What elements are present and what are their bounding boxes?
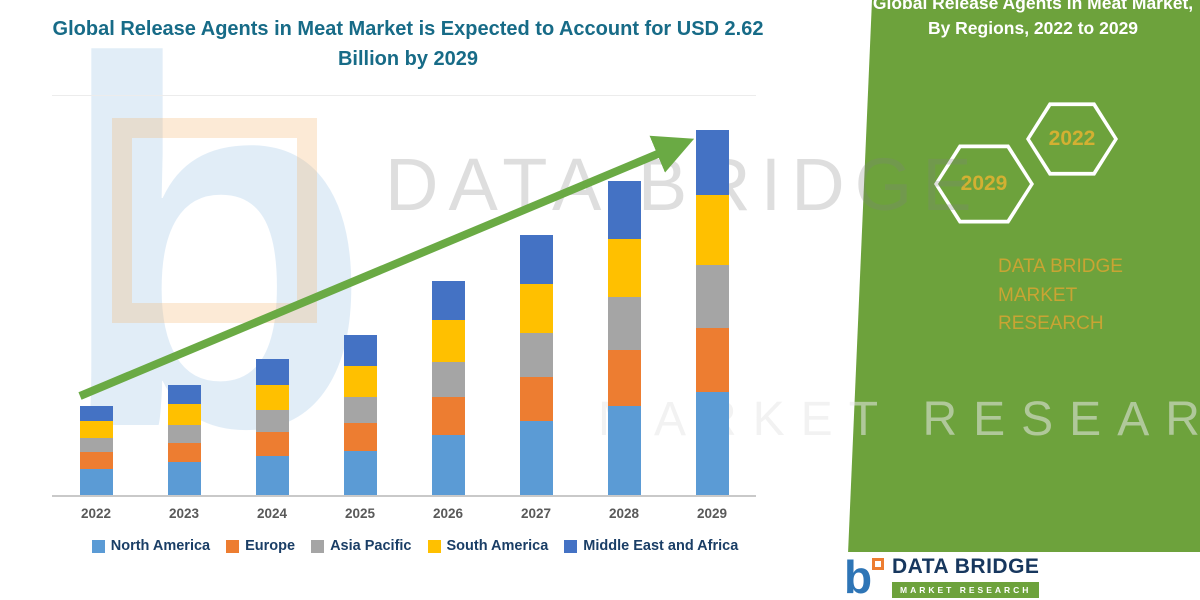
- right-info-panel: Global Release Agents in Meat Market, By…: [846, 0, 1200, 600]
- bar-segment-north-america: [431, 435, 465, 495]
- bar-segment-middle-east-and-africa: [79, 406, 113, 421]
- brand-line-1: DATA BRIDGE MARKET: [998, 256, 1123, 306]
- bar-segment-asia-pacific: [431, 362, 465, 397]
- bar-segment-asia-pacific: [607, 297, 641, 350]
- bar-segment-europe: [695, 328, 729, 392]
- bar-segment-south-america: [695, 195, 729, 265]
- x-axis-label-2024: 2024: [256, 506, 288, 521]
- brand-name-text: DATA BRIDGE MARKET RESEARCH: [998, 253, 1198, 339]
- bar-segment-asia-pacific: [79, 438, 113, 452]
- data-bridge-logo-icon: b: [844, 551, 884, 600]
- brand-line-2: RESEARCH: [998, 313, 1104, 334]
- stacked-bar-2024: [255, 359, 289, 495]
- x-axis-label-2029: 2029: [696, 506, 728, 521]
- bar-segment-middle-east-and-africa: [607, 181, 641, 239]
- bar-segment-asia-pacific: [695, 265, 729, 328]
- hexagon-year-badge: 2029: [934, 144, 1034, 224]
- bar-segment-europe: [255, 432, 289, 456]
- bar-segment-north-america: [79, 469, 113, 495]
- logo-accent-square: [872, 558, 884, 570]
- footer-logo: b DATA BRIDGE MARKET RESEARCH: [828, 552, 1200, 600]
- bar-segment-north-america: [255, 456, 289, 495]
- bar-segment-asia-pacific: [255, 410, 289, 432]
- bar-segment-south-america: [519, 284, 553, 333]
- legend-item-asia-pacific: Asia Pacific: [311, 538, 412, 554]
- stacked-bar-2022: [79, 406, 113, 495]
- bar-segment-europe: [431, 397, 465, 435]
- legend-label: South America: [446, 538, 549, 554]
- bar-segment-asia-pacific: [167, 425, 201, 443]
- logo-letter: b: [844, 551, 873, 600]
- legend-swatch: [564, 539, 578, 553]
- hexagon-year-label: 2022: [1048, 127, 1096, 150]
- legend-label: North America: [110, 538, 211, 554]
- x-axis-label-2028: 2028: [608, 506, 640, 521]
- bar-segment-south-america: [343, 366, 377, 397]
- bar-segment-middle-east-and-africa: [695, 130, 729, 195]
- plot-area: 2022 2023 2024 2025 2026 2027 2028 2029: [52, 95, 756, 521]
- footer-logo-text: DATA BRIDGE MARKET RESEARCH: [892, 554, 1040, 599]
- stacked-bar-2025: [343, 335, 377, 495]
- panel-title: Global Release Agents in Meat Market, By…: [872, 0, 1194, 39]
- legend-swatch: [427, 539, 441, 553]
- hexagon-year-badge: 2022: [1026, 102, 1118, 176]
- bar-segment-north-america: [607, 406, 641, 495]
- stacked-bar-2026: [431, 281, 465, 495]
- bar-segment-south-america: [79, 421, 113, 438]
- legend-swatch: [226, 539, 240, 553]
- hexagon-year-label: 2029: [960, 172, 1008, 195]
- stacked-bar-2023: [167, 385, 201, 495]
- bar-segment-europe: [607, 350, 641, 406]
- bar-segment-south-america: [255, 385, 289, 410]
- x-axis-label-2025: 2025: [344, 506, 376, 521]
- bar-segment-north-america: [695, 392, 729, 495]
- chart-legend: North America Europe Asia Pacific South Ame…: [20, 538, 810, 554]
- legend-item-north-america: North America: [91, 538, 211, 554]
- bar-segment-europe: [79, 452, 113, 469]
- footer-brand-name: DATA BRIDGE: [892, 555, 1040, 578]
- bar-segment-europe: [167, 443, 201, 462]
- legend-label: Middle East and Africa: [583, 538, 739, 554]
- x-axis-label-2022: 2022: [80, 506, 112, 521]
- bar-segment-asia-pacific: [343, 397, 377, 423]
- bar-segment-middle-east-and-africa: [255, 359, 289, 385]
- chart-title: Global Release Agents in Meat Market is …: [52, 18, 764, 70]
- bar-segment-middle-east-and-africa: [519, 235, 553, 284]
- x-axis-label-2027: 2027: [520, 506, 552, 521]
- bar-segment-south-america: [167, 404, 201, 425]
- stacked-bar-2028: [607, 181, 641, 495]
- x-axis-label-2026: 2026: [432, 506, 464, 521]
- legend-label: Europe: [245, 538, 296, 554]
- bar-segment-north-america: [167, 462, 201, 495]
- legend-label: Asia Pacific: [330, 538, 412, 554]
- bar-segment-asia-pacific: [519, 333, 553, 377]
- stacked-bar-2029: [695, 130, 729, 495]
- bar-segment-europe: [519, 377, 553, 421]
- bar-segment-south-america: [431, 320, 465, 362]
- legend-item-south-america: South America: [427, 538, 549, 554]
- bar-segment-south-america: [607, 239, 641, 297]
- stacked-bar-2027: [519, 235, 553, 495]
- bar-segment-north-america: [519, 421, 553, 495]
- legend-item-europe: Europe: [226, 538, 295, 554]
- x-axis-label-2023: 2023: [168, 506, 200, 521]
- bar-segment-north-america: [343, 451, 377, 495]
- legend-swatch: [311, 539, 325, 553]
- bar-segment-middle-east-and-africa: [431, 281, 465, 320]
- bar-segment-middle-east-and-africa: [343, 335, 377, 366]
- legend-swatch: [91, 539, 105, 553]
- legend-item-middle-east-and-africa: Middle East and Africa: [564, 538, 738, 554]
- footer-brand-tagline: MARKET RESEARCH: [892, 582, 1040, 599]
- bar-segment-europe: [343, 423, 377, 451]
- bar-segment-middle-east-and-africa: [167, 385, 201, 404]
